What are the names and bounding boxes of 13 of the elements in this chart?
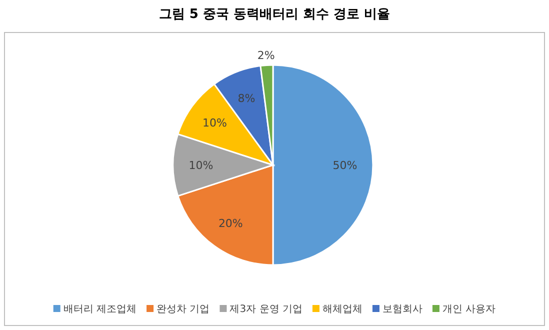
data-label: 2% [257,49,275,62]
data-label: 10% [188,159,214,172]
chart-title: 그림 5 중국 동력배터리 회수 경로 비율 [158,7,390,22]
data-label: 8% [238,92,256,106]
legend-label: 완성차 기업 [156,304,210,315]
data-label: 10% [202,116,227,130]
data-label: 20% [218,217,243,230]
legend-label: 배터리 제조업체 [63,304,137,315]
legend-label: 제3자 운영 기업 [230,304,302,315]
legend-label: 해체업체 [322,304,362,315]
legend-label: 개인 사용자 [442,304,496,315]
legend-label: 보험회사 [382,304,422,315]
data-label: 50% [332,159,358,172]
